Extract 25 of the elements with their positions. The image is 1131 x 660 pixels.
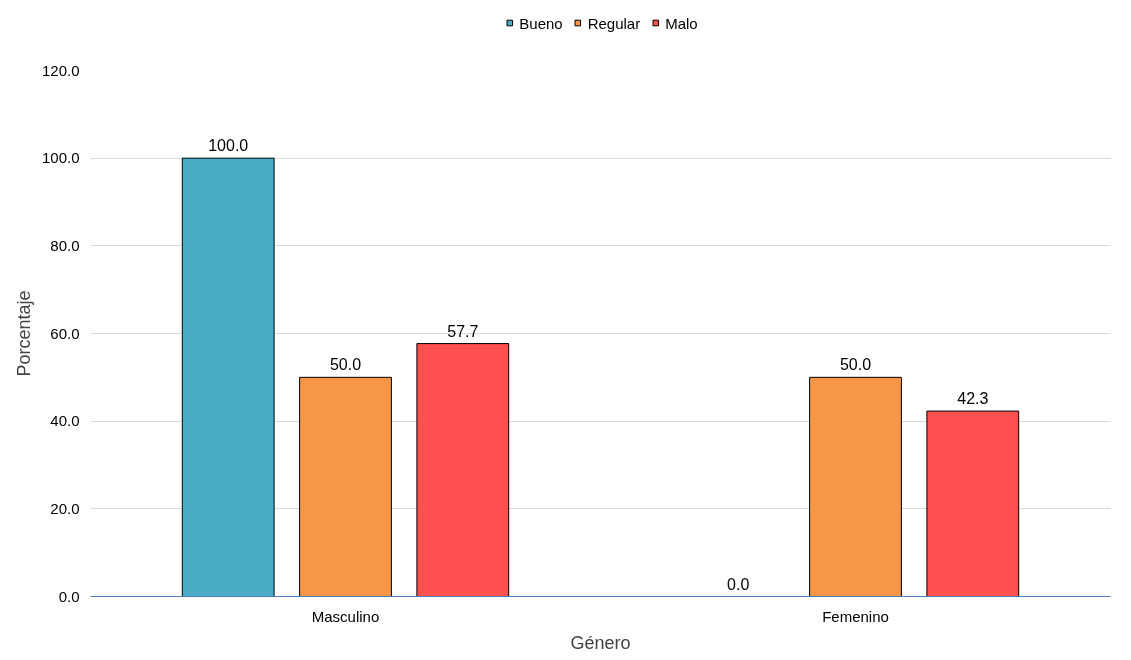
bar — [181, 157, 275, 597]
x-axis-title: Género — [570, 632, 631, 653]
bar — [809, 376, 902, 597]
data-label: 57.7 — [447, 322, 479, 340]
y-axis-title: Porcentaje — [13, 290, 34, 377]
x-tick-label: Femenino — [822, 607, 889, 625]
legend-label: Regular — [587, 14, 641, 31]
data-label: 0.0 — [727, 575, 750, 593]
data-label: 50.0 — [839, 356, 872, 374]
y-tick-label: 20.0 — [50, 499, 80, 517]
x-tick-label: Masculino — [311, 607, 380, 625]
bar — [299, 376, 392, 597]
y-tick-label: 40.0 — [50, 412, 80, 430]
data-label: 42.3 — [957, 390, 989, 408]
y-tick-label: 100.0 — [41, 149, 80, 167]
y-tick-label: 60.0 — [50, 324, 80, 342]
y-tick-label: 0.0 — [58, 587, 80, 605]
legend-label: Malo — [665, 14, 698, 31]
data-label: 50.0 — [329, 356, 362, 374]
legend-label: Bueno — [519, 14, 563, 31]
bar — [926, 410, 1020, 597]
bar — [416, 343, 510, 597]
y-tick-label: 80.0 — [50, 236, 80, 254]
y-tick-label: 120.0 — [41, 61, 80, 79]
data-label: 100.0 — [208, 137, 249, 155]
